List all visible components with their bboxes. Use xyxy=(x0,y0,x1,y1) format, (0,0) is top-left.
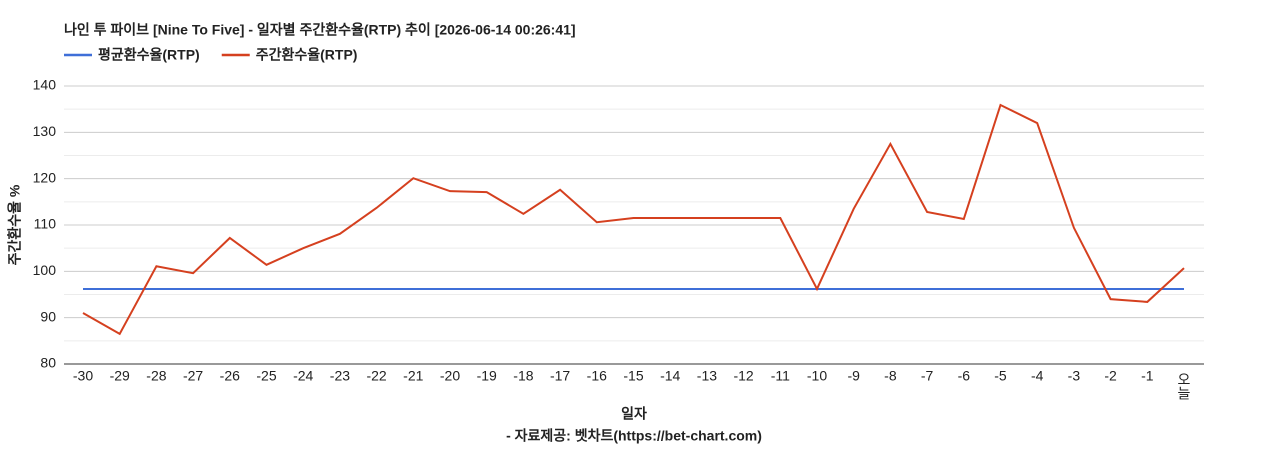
y-axis-label: 주간환수율 % xyxy=(7,184,23,265)
source-note: - 자료제공: 벳차트(https://bet-chart.com) xyxy=(506,428,762,444)
x-tick-label: -27 xyxy=(183,368,203,384)
series-line xyxy=(82,103,1185,336)
y-tick-label: 90 xyxy=(40,308,56,324)
x-tick-label: -4 xyxy=(1031,368,1044,384)
x-tick-label: -24 xyxy=(293,368,313,384)
x-tick-label: -16 xyxy=(587,368,607,384)
x-tick-label: -9 xyxy=(847,368,860,384)
chart-title: 나인 투 파이브 [Nine To Five] - 일자별 주간환수율(RTP)… xyxy=(64,22,576,38)
x-tick-label: -7 xyxy=(921,368,934,384)
x-tick-label: -15 xyxy=(623,368,643,384)
y-tick-label: 120 xyxy=(33,169,57,185)
y-tick-label: 130 xyxy=(33,123,57,139)
legend-label: 평균환수율(RTP) xyxy=(98,47,200,63)
x-tick-label: -30 xyxy=(73,368,93,384)
x-tick-label: -13 xyxy=(697,368,717,384)
x-tick-label: -14 xyxy=(660,368,680,384)
x-axis-label: 일자 xyxy=(621,406,647,422)
x-tick-label: -20 xyxy=(440,368,460,384)
x-tick-label: -8 xyxy=(884,368,897,384)
x-tick-label: -18 xyxy=(513,368,533,384)
x-tick-label: -10 xyxy=(807,368,827,384)
x-tick-label: -23 xyxy=(330,368,350,384)
x-tick-label: -3 xyxy=(1068,368,1081,384)
x-tick-label: -21 xyxy=(403,368,423,384)
y-tick-label: 80 xyxy=(40,355,56,371)
y-tick-label: 140 xyxy=(33,77,57,93)
x-tick-label: -25 xyxy=(256,368,276,384)
x-tick-label: -29 xyxy=(110,368,130,384)
x-tick-label: -1 xyxy=(1141,368,1154,384)
x-tick-label: -11 xyxy=(771,368,790,384)
x-tick-label: -22 xyxy=(366,368,386,384)
x-tick-label: -19 xyxy=(477,368,497,384)
x-tick-label: -6 xyxy=(958,368,971,384)
y-tick-label: 100 xyxy=(33,262,57,278)
y-tick-label: 110 xyxy=(34,216,57,232)
x-tick-label: -12 xyxy=(733,368,753,384)
legend-label: 주간환수율(RTP) xyxy=(256,47,358,63)
x-tick-label: 오늘 xyxy=(1176,372,1192,400)
x-tick-label: -28 xyxy=(146,368,166,384)
x-tick-label: -2 xyxy=(1104,368,1117,384)
x-tick-label: -5 xyxy=(994,368,1007,384)
x-tick-label: -26 xyxy=(220,368,240,384)
x-tick-label: -17 xyxy=(550,368,570,384)
